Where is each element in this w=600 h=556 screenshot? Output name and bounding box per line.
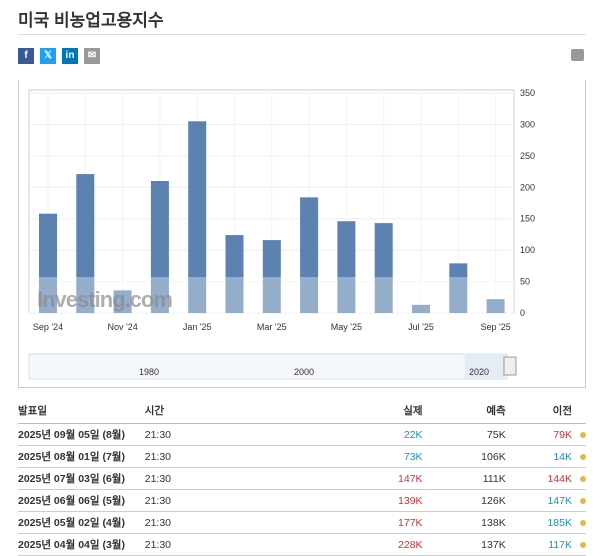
forecast-value: 75K [422, 423, 506, 446]
linkedin-icon[interactable]: in [62, 48, 78, 64]
previous-value: 79K [553, 428, 572, 441]
x-tick-label: Nov '24 [107, 322, 137, 332]
y-tick-label: 250 [520, 151, 535, 161]
divider [18, 34, 586, 35]
navigator-label: 1980 [139, 367, 159, 377]
release-time: 21:30 [144, 423, 340, 446]
actual-value: 139K [339, 489, 423, 512]
y-tick-label: 150 [520, 214, 535, 224]
previous-value: 147K [547, 494, 572, 507]
release-date: 2025년 09월 05일 (8월) [18, 423, 145, 446]
release-time: 21:30 [144, 511, 340, 534]
page-title: 미국 비농업고용지수 [18, 11, 164, 30]
actual-value: 177K [339, 511, 423, 534]
release-date: 2025년 04월 04일 (3월) [18, 533, 145, 556]
email-icon[interactable]: ✉ [84, 48, 100, 64]
column-header: 시간 [144, 400, 340, 424]
release-time: 21:30 [144, 533, 340, 556]
forecast-value: 138K [422, 511, 506, 534]
previous-cell: 144K [505, 467, 586, 490]
navigator[interactable] [28, 353, 508, 380]
release-time: 21:30 [144, 467, 340, 490]
y-tick-label: 0 [520, 308, 525, 318]
table-row: 2025년 09월 05일 (8월) 21:30 22K 75K 79K [18, 423, 586, 446]
status-dot-icon [580, 475, 586, 482]
column-header: 발표일 [18, 400, 145, 424]
column-header: 실제 [339, 400, 423, 424]
x-tick-label: Sep '25 [480, 322, 510, 332]
x-tick-label: May '25 [331, 322, 362, 332]
investing-watermark: Investing.com [37, 287, 172, 312]
watermark-band [29, 277, 514, 313]
release-date: 2025년 08월 01일 (7월) [18, 445, 145, 468]
release-date: 2025년 06월 06일 (5월) [18, 489, 145, 512]
actual-value: 147K [339, 467, 423, 490]
bar-Dec '24[interactable] [150, 181, 169, 313]
previous-cell: 14K [505, 445, 586, 468]
x-tick-label: Sep '24 [33, 322, 63, 332]
actual-value: 22K [339, 423, 423, 446]
actual-value: 228K [339, 533, 423, 556]
bar-Oct '24[interactable] [76, 174, 95, 313]
bar-Sep '25[interactable] [486, 299, 505, 313]
forecast-value: 106K [422, 445, 506, 468]
status-dot-icon [580, 453, 586, 460]
release-time: 21:30 [144, 489, 340, 512]
bar-Sep '24[interactable] [39, 213, 57, 313]
table-row: 2025년 06월 06일 (5월) 21:30 139K 126K 147K [18, 489, 586, 512]
previous-value: 14K [553, 450, 572, 463]
release-date: 2025년 05월 02일 (4월) [18, 511, 145, 534]
previous-cell: 117K [505, 533, 586, 556]
bar-May '25[interactable] [337, 221, 356, 313]
table-row: 2025년 07월 03일 (6월) 21:30 147K 111K 144K [18, 467, 586, 490]
bar-Apr '25[interactable] [300, 197, 319, 313]
bar-Jun '25[interactable] [374, 223, 393, 313]
previous-value: 117K [548, 538, 572, 551]
table-row: 2025년 04월 04일 (3월) 21:30 228K 137K 117K [18, 533, 586, 556]
y-tick-label: 100 [520, 245, 535, 255]
previous-value: 144K [547, 472, 572, 485]
status-dot-icon [580, 431, 586, 438]
y-tick-label: 350 [520, 88, 535, 98]
x-tick-label: Jul '25 [408, 322, 434, 332]
release-time: 21:30 [144, 445, 340, 468]
table-row: 2025년 05월 02일 (4월) 21:30 177K 138K 185K [18, 511, 586, 534]
bar-Feb '25[interactable] [225, 235, 244, 313]
navigator-label: 2000 [294, 367, 314, 377]
navigator-selection[interactable] [465, 354, 507, 379]
previous-value: 185K [547, 516, 572, 529]
bar-Mar '25[interactable] [262, 240, 281, 313]
y-tick-label: 200 [520, 182, 535, 192]
bar-Jul '25[interactable] [412, 304, 430, 313]
y-tick-label: 300 [520, 119, 535, 129]
x-tick-label: Jan '25 [183, 322, 212, 332]
bar-Aug '25[interactable] [449, 263, 468, 313]
facebook-icon[interactable]: f [18, 48, 34, 64]
chart-container: 0 50 100 150 200 250 300 350 Investing.com Sep '2… [18, 80, 586, 388]
bar-chart: 0 50 100 150 200 250 300 350 Investing.com Sep '2… [28, 88, 535, 380]
column-header: 이전 [505, 400, 586, 424]
x-tick-label: Mar '25 [257, 322, 287, 332]
forecast-value: 126K [422, 489, 506, 512]
bar-Nov '24[interactable] [113, 290, 132, 313]
bar-Jan '25[interactable] [188, 121, 207, 314]
print-icon[interactable] [571, 49, 584, 61]
x-twitter-icon[interactable]: 𝕏 [40, 48, 56, 64]
status-dot-icon [580, 541, 586, 548]
status-dot-icon [580, 519, 586, 526]
column-header: 예측 [422, 400, 506, 424]
history-table: 발표일 시간 실제 예측 이전 2025년 09월 05일 (8월) 21:30 22K 75… [18, 400, 586, 556]
table-row: 2025년 08월 01일 (7월) 21:30 73K 106K 14K [18, 445, 586, 468]
previous-cell: 185K [505, 511, 586, 534]
forecast-value: 137K [422, 533, 506, 556]
status-dot-icon [580, 497, 586, 504]
actual-value: 73K [339, 445, 423, 468]
y-tick-label: 50 [520, 277, 530, 287]
release-date: 2025년 07월 03일 (6월) [18, 467, 145, 490]
forecast-value: 111K [422, 467, 506, 490]
previous-cell: 79K [505, 423, 586, 446]
navigator-handle[interactable] [503, 356, 517, 376]
previous-cell: 147K [505, 489, 586, 512]
navigator-label: 2020 [469, 367, 489, 377]
